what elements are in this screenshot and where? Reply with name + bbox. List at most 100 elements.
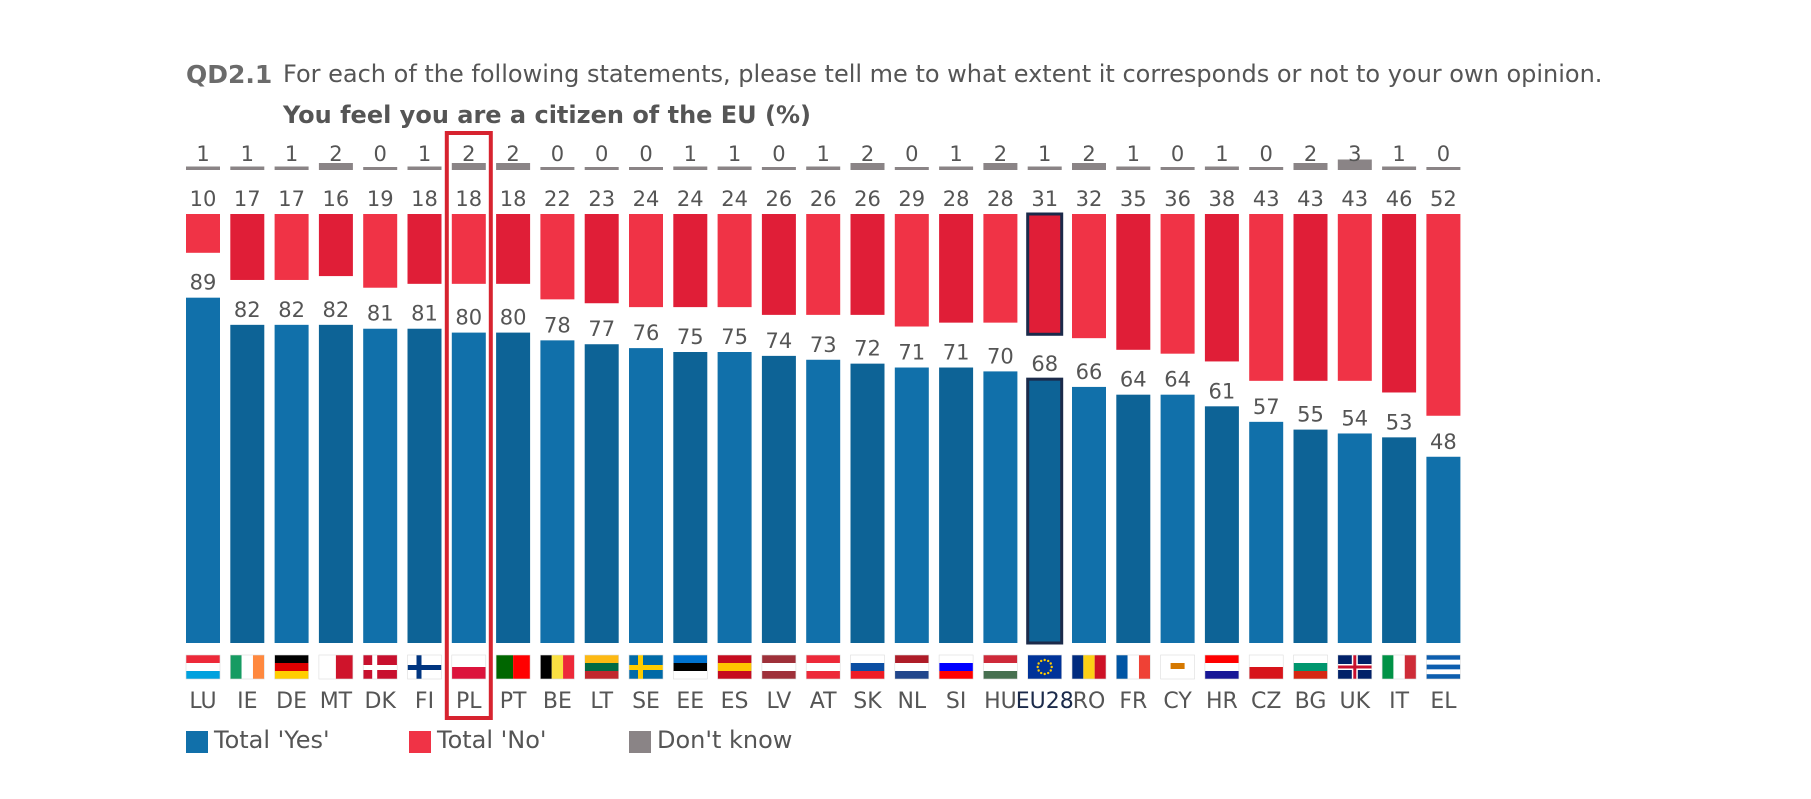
label-yes-lu: 89: [190, 271, 217, 295]
bar-yes-de: [274, 324, 309, 643]
label-yes-nl: 71: [898, 341, 925, 365]
bar-dont-know-ro: [1072, 163, 1106, 170]
flag-ie: [230, 654, 265, 680]
label-yes-eu28: 68: [1031, 352, 1058, 376]
label-no-eu28: 31: [1031, 187, 1058, 211]
label-yes-es: 75: [721, 325, 748, 349]
bar-no-el: [1426, 214, 1461, 416]
label-dont-know-ie: 1: [241, 142, 254, 166]
label-no-uk: 43: [1341, 187, 1368, 211]
label-dont-know-eu28: 1: [1038, 142, 1051, 166]
label-no-mt: 16: [323, 187, 350, 211]
label-no-lv: 26: [766, 187, 793, 211]
bar-dont-know-se: [629, 167, 663, 170]
bar-dont-know-nl: [894, 167, 929, 170]
label-no-be: 22: [544, 187, 571, 211]
bar-no-eu28: [1026, 212, 1064, 336]
bar-dont-know-lu: [186, 166, 220, 170]
label-yes-si: 71: [943, 341, 970, 365]
bar-yes-si: [939, 367, 974, 643]
bar-yes-mt: [318, 324, 353, 643]
label-dont-know-hr: 1: [1215, 142, 1228, 166]
bar-yes-hr: [1204, 406, 1239, 643]
category-cy: CY: [1163, 689, 1192, 714]
label-no-hr: 38: [1209, 187, 1236, 211]
bar-dont-know-lt: [584, 167, 619, 170]
label-yes-pt: 80: [500, 306, 527, 330]
label-no-ro: 32: [1076, 187, 1103, 211]
bar-no-de: [274, 214, 309, 280]
bar-dont-know-lv: [761, 167, 796, 170]
bar-no-lv: [761, 214, 796, 315]
category-de: DE: [276, 689, 307, 714]
category-it: IT: [1389, 689, 1409, 714]
category-pt: PT: [500, 689, 527, 714]
category-fr: FR: [1119, 689, 1147, 714]
flag-lt: [584, 654, 620, 680]
label-dont-know-cz: 0: [1260, 142, 1273, 166]
category-ie: IE: [237, 689, 257, 714]
label-yes-hu: 70: [987, 344, 1014, 368]
label-dont-know-pl: 2: [462, 142, 475, 166]
bar-no-lu: [186, 214, 220, 253]
bar-yes-hu: [983, 371, 1018, 643]
bar-yes-be: [540, 340, 575, 643]
label-dont-know-si: 1: [949, 142, 962, 166]
flag-de: [274, 654, 309, 680]
bar-no-cy: [1160, 214, 1195, 354]
label-no-cz: 43: [1253, 187, 1280, 211]
label-yes-be: 78: [544, 313, 571, 337]
category-cz: CZ: [1251, 689, 1281, 714]
label-yes-bg: 55: [1297, 403, 1324, 427]
label-yes-at: 73: [810, 333, 837, 357]
label-no-at: 26: [810, 187, 837, 211]
category-be: BE: [543, 689, 572, 714]
bar-no-at: [806, 214, 841, 315]
label-yes-fr: 64: [1120, 368, 1147, 392]
chart-subtitle: You feel you are a citizen of the EU (%): [283, 101, 812, 129]
bar-dont-know-pt: [496, 163, 531, 170]
flag-dk: [362, 654, 398, 680]
flag-nl: [894, 654, 930, 680]
label-dont-know-pt: 2: [506, 142, 519, 166]
bar-dont-know-mt: [318, 163, 353, 170]
label-no-dk: 19: [367, 187, 394, 211]
category-dk: DK: [365, 689, 397, 714]
bar-dont-know-sk: [850, 163, 885, 170]
bar-yes-fr: [1116, 394, 1151, 643]
bar-no-dk: [363, 214, 398, 288]
category-mt: MT: [320, 689, 353, 714]
bar-dont-know-ee: [673, 166, 708, 170]
bar-yes-ee: [673, 352, 708, 643]
bar-yes-bg: [1293, 429, 1328, 643]
category-fi: FI: [415, 689, 434, 714]
label-no-se: 24: [633, 187, 660, 211]
bar-yes-ro: [1072, 386, 1106, 643]
category-hu: HU: [984, 689, 1017, 714]
bar-yes-at: [806, 359, 841, 643]
label-yes-el: 48: [1430, 430, 1457, 454]
label-no-pl: 18: [455, 187, 482, 211]
label-no-lu: 10: [190, 187, 217, 211]
legend-dont-know-label: Don't know: [657, 726, 793, 754]
category-lv: LV: [766, 689, 791, 714]
flag-se: [628, 654, 664, 680]
bar-yes-cz: [1249, 421, 1284, 643]
category-uk: UK: [1340, 689, 1371, 714]
label-no-es: 24: [721, 187, 748, 211]
question-text: For each of the following statements, pl…: [283, 60, 1603, 88]
bar-no-hr: [1204, 214, 1239, 362]
label-dont-know-it: 1: [1392, 142, 1405, 166]
label-dont-know-ee: 1: [684, 142, 697, 166]
flag-mt: [318, 654, 354, 680]
label-yes-cy: 64: [1164, 368, 1191, 392]
flag-pt: [495, 654, 531, 680]
bar-no-ee: [673, 214, 708, 308]
label-yes-it: 53: [1386, 410, 1413, 434]
bar-no-cz: [1249, 214, 1284, 381]
bar-no-si: [939, 214, 974, 323]
bar-no-pl: [451, 214, 486, 284]
flag-be: [540, 654, 575, 680]
bar-no-hu: [983, 214, 1018, 323]
